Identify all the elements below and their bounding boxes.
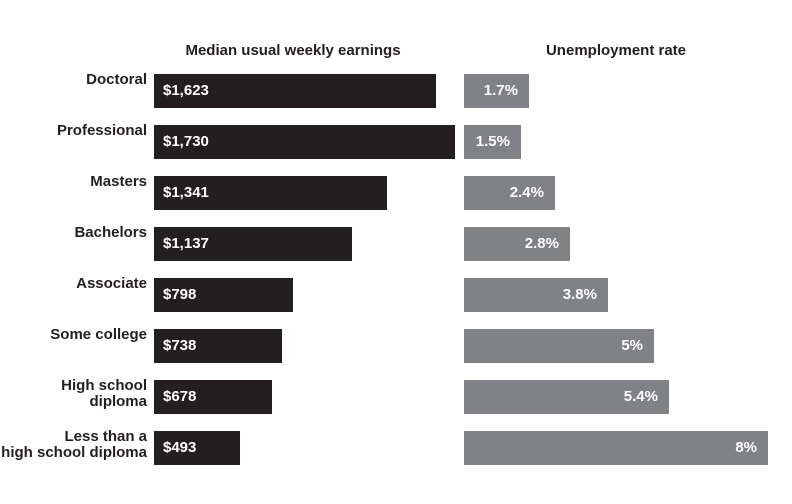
- earnings-column-title: Median usual weekly earnings: [185, 42, 401, 59]
- unemployment-rate-bar: 8%: [464, 431, 768, 465]
- unemployment-rate-bar: 2.8%: [464, 227, 570, 261]
- earnings-bar: $1,341: [154, 176, 387, 210]
- unemployment-rate-bar: 3.8%: [464, 278, 608, 312]
- chart-row-high-school-diploma: High school diploma $678 5.4%: [0, 378, 792, 414]
- unemployment-column-title: Unemployment rate: [545, 42, 687, 59]
- earnings-bar: $1,137: [154, 227, 352, 261]
- category-label-line: Less than a: [64, 428, 147, 445]
- unemployment-rate-bar: 2.4%: [464, 176, 555, 210]
- earnings-value-label: $1,623: [163, 81, 209, 99]
- earnings-bar-area: $493: [154, 431, 464, 465]
- rate-value-label: 1.5%: [475, 132, 510, 150]
- category-label: Doctoral: [0, 72, 147, 88]
- earnings-value-label: $798: [163, 285, 197, 303]
- earnings-value-label: $678: [163, 387, 197, 405]
- unemployment-rate-bar: 5%: [464, 329, 654, 363]
- earnings-bar-area: $1,137: [154, 227, 464, 261]
- earnings-value-label: $1,137: [163, 234, 209, 252]
- earnings-bar: $798: [154, 278, 293, 312]
- chart-row-masters: Masters $1,341 2.4%: [0, 174, 792, 210]
- rate-value-label: 3.8%: [562, 285, 597, 303]
- earnings-bar-area: $678: [154, 380, 464, 414]
- earnings-bar-area: $798: [154, 278, 464, 312]
- rate-bar-area: 5%: [464, 329, 792, 363]
- category-label-line: Doctoral: [86, 71, 147, 88]
- earnings-value-label: $1,341: [163, 183, 209, 201]
- rate-value-label: 1.7%: [483, 81, 518, 99]
- category-label-line: Some college: [50, 326, 147, 343]
- category-label-line: high school diploma: [1, 444, 147, 461]
- earnings-bar-area: $738: [154, 329, 464, 363]
- category-label: Professional: [0, 123, 147, 139]
- rate-bar-area: 8%: [464, 431, 792, 465]
- category-label-line: High school: [61, 377, 147, 394]
- rate-bar-area: 1.7%: [464, 74, 792, 108]
- earnings-value-label: $1,730: [163, 132, 209, 150]
- unemployment-rate-bar: 5.4%: [464, 380, 669, 414]
- chart-rows: Doctoral $1,623 1.7% Professional: [0, 72, 792, 465]
- rate-bar-area: 2.4%: [464, 176, 792, 210]
- category-label-line: diploma: [89, 393, 147, 410]
- category-label: Bachelors: [0, 225, 147, 241]
- category-label: High school diploma: [0, 378, 147, 410]
- earnings-value-label: $738: [163, 336, 197, 354]
- unemployment-rate-bar: 1.7%: [464, 74, 529, 108]
- rate-value-label: 2.4%: [509, 183, 544, 201]
- earnings-bar-area: $1,730: [154, 125, 464, 159]
- chart-row-professional: Professional $1,730 1.5%: [0, 123, 792, 159]
- chart-row-less-than-high-school: Less than a high school diploma $493 8%: [0, 429, 792, 465]
- category-label-line: Associate: [76, 275, 147, 292]
- unemployment-rate-bar: 1.5%: [464, 125, 521, 159]
- category-label-line: Masters: [90, 173, 147, 190]
- category-label-line: Bachelors: [74, 224, 147, 241]
- earnings-bar: $1,623: [154, 74, 436, 108]
- category-label: Some college: [0, 327, 147, 343]
- earnings-bar-area: $1,341: [154, 176, 464, 210]
- chart-row-associate: Associate $798 3.8%: [0, 276, 792, 312]
- category-label: Associate: [0, 276, 147, 292]
- rate-value-label: 8%: [735, 438, 757, 456]
- rate-value-label: 2.8%: [524, 234, 559, 252]
- earnings-bar: $678: [154, 380, 272, 414]
- chart-row-doctoral: Doctoral $1,623 1.7%: [0, 72, 792, 108]
- category-label: Less than a high school diploma: [0, 429, 147, 461]
- category-label-line: Professional: [56, 122, 147, 139]
- earnings-value-label: $493: [163, 438, 197, 456]
- rate-bar-area: 3.8%: [464, 278, 792, 312]
- rate-value-label: 5%: [621, 336, 643, 354]
- chart-row-bachelors: Bachelors $1,137 2.8%: [0, 225, 792, 261]
- earnings-bar-area: $1,623: [154, 74, 464, 108]
- earnings-bar: $493: [154, 431, 240, 465]
- rate-bar-area: 5.4%: [464, 380, 792, 414]
- category-label: Masters: [0, 174, 147, 190]
- rate-bar-area: 1.5%: [464, 125, 792, 159]
- earnings-bar: $1,730: [154, 125, 455, 159]
- chart-row-some-college: Some college $738 5%: [0, 327, 792, 363]
- rate-bar-area: 2.8%: [464, 227, 792, 261]
- earnings-bar: $738: [154, 329, 282, 363]
- rate-value-label: 5.4%: [623, 387, 658, 405]
